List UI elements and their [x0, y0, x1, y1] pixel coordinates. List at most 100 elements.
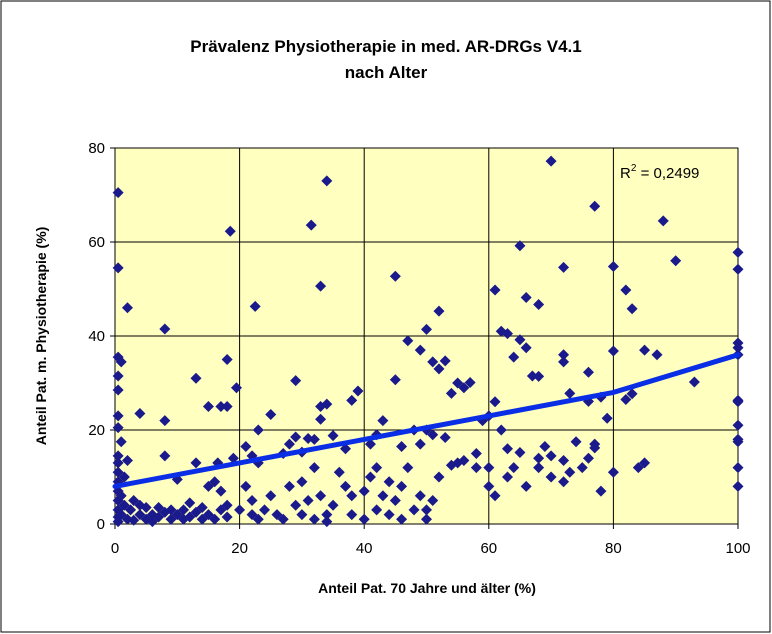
data-point [389, 270, 401, 282]
data-point [564, 466, 576, 478]
y-tick-label: 0 [97, 516, 105, 533]
data-point [308, 513, 320, 525]
data-point [639, 457, 651, 469]
data-point [508, 351, 520, 363]
data-point [501, 328, 513, 340]
data-point [396, 513, 408, 525]
data-point [333, 466, 345, 478]
data-point [121, 513, 133, 525]
data-point [458, 382, 470, 394]
data-point [545, 450, 557, 462]
data-point [184, 497, 196, 509]
x-tick-label: 20 [231, 540, 248, 557]
y-tick-label: 80 [88, 140, 105, 157]
data-point [688, 376, 700, 388]
data-point [112, 262, 124, 274]
data-point [514, 334, 526, 346]
data-point [545, 155, 557, 167]
data-point [221, 511, 233, 523]
data-point [358, 485, 370, 497]
data-point [302, 495, 314, 506]
data-point [315, 490, 327, 502]
data-point [340, 480, 352, 492]
data-point [414, 344, 426, 356]
data-point [321, 398, 333, 410]
x-tick-label: 80 [605, 540, 622, 557]
data-point [421, 323, 432, 335]
data-point [383, 476, 395, 488]
data-point [483, 480, 495, 492]
data-point [121, 455, 133, 467]
data-point [396, 480, 408, 492]
data-point [620, 393, 632, 405]
data-point [346, 490, 358, 502]
data-point [377, 415, 389, 427]
data-point [159, 415, 171, 427]
data-point [240, 440, 252, 452]
data-point [514, 240, 526, 252]
x-tick-label: 0 [111, 540, 119, 557]
data-point [732, 396, 744, 408]
data-point [246, 495, 258, 506]
r-squared: R2 = 0,2499 [620, 163, 699, 182]
data-point [202, 401, 214, 412]
data-point [340, 443, 352, 455]
data-point [520, 291, 532, 303]
data-point [283, 480, 295, 492]
data-point [249, 300, 261, 312]
data-point [190, 457, 202, 469]
data-point [576, 462, 588, 474]
data-point [128, 514, 140, 526]
annotation-text: 2 [631, 163, 637, 174]
data-point [115, 356, 127, 368]
data-point [408, 504, 420, 516]
data-point [483, 462, 495, 474]
data-point [296, 509, 308, 521]
data-point [389, 374, 401, 386]
data-point [582, 366, 594, 378]
data-point [564, 387, 576, 399]
data-point [639, 344, 651, 356]
data-point [595, 485, 607, 497]
data-point [489, 284, 501, 296]
data-point [670, 255, 682, 267]
data-point [539, 440, 551, 452]
data-point [121, 302, 133, 314]
data-point [489, 490, 501, 502]
data-point [371, 462, 383, 474]
data-point [346, 509, 358, 521]
data-point [215, 401, 227, 412]
data-point [178, 504, 190, 516]
data-point [433, 363, 445, 375]
annotation-text: = 0,2499 [636, 165, 699, 182]
data-point [115, 436, 127, 448]
data-point [520, 342, 532, 354]
data-point [732, 246, 744, 258]
data-point [439, 355, 451, 367]
data-point [732, 419, 744, 431]
data-point [364, 471, 376, 483]
data-point [389, 495, 401, 506]
data-point [190, 372, 202, 384]
data-point [371, 504, 383, 516]
data-point [508, 462, 520, 474]
data-point [495, 424, 507, 436]
data-point [445, 459, 457, 471]
data-point [427, 356, 439, 368]
data-point [732, 263, 744, 275]
data-point [558, 455, 570, 467]
data-point [112, 410, 124, 422]
data-point [327, 499, 339, 511]
data-point [620, 284, 632, 296]
data-point [601, 412, 613, 424]
data-point [290, 375, 302, 387]
data-point [352, 385, 364, 397]
data-point [265, 408, 277, 420]
data-point [265, 490, 277, 502]
data-point [514, 447, 526, 459]
data-point [533, 462, 545, 474]
data-point [589, 200, 601, 212]
data-point [290, 499, 302, 511]
data-point [227, 452, 239, 464]
